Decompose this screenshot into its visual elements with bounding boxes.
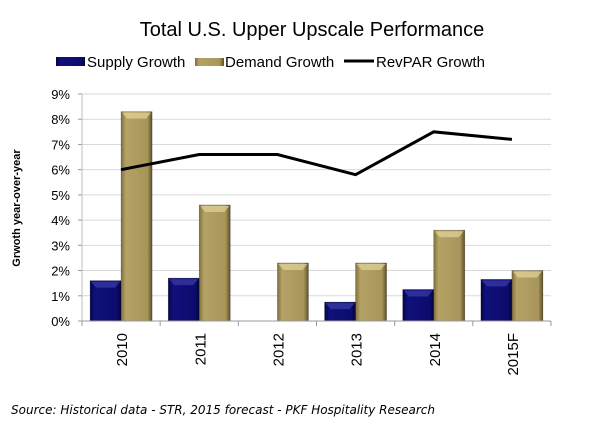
demand-bar-bevel — [434, 231, 464, 238]
supply-bar-2010 — [89, 280, 122, 322]
x-tick-label: 2013 — [349, 333, 366, 366]
supply-bar-bevel — [325, 303, 355, 310]
demand-bar-2011 — [198, 204, 231, 322]
chart-title: Total U.S. Upper Upscale Performance — [140, 19, 485, 41]
supply-bar-bevel — [169, 279, 199, 286]
demand-bar — [355, 262, 387, 322]
legend-label-revpar: RevPAR Growth — [376, 54, 485, 71]
demand-bar-2010 — [120, 111, 153, 322]
gridlines — [82, 93, 551, 297]
legend-label-demand: Demand Growth — [225, 54, 334, 71]
bars — [89, 111, 544, 322]
legend-swatch-supply — [56, 57, 85, 66]
supply-bar-bevel — [403, 290, 433, 297]
revpar-growth-line — [120, 130, 513, 177]
legend: Supply Growth Demand Growth RevPAR Growt… — [56, 54, 485, 71]
source-note: Source: Historical data - STR, 2015 fore… — [11, 403, 435, 417]
demand-bar-2013 — [355, 262, 387, 322]
demand-bar — [433, 229, 466, 322]
supply-bar-2015F — [480, 279, 513, 322]
supply-bar-2014 — [402, 289, 435, 322]
demand-bar-bevel — [512, 271, 542, 278]
legend-swatch-demand — [195, 58, 224, 66]
demand-bar — [511, 270, 544, 322]
y-tick-label: 7% — [51, 137, 70, 152]
y-axis-ticks: 0% 1% 2% 3% 4% 5% 6% 7% 8% 9% — [51, 87, 83, 329]
y-tick-label: 4% — [51, 213, 70, 228]
y-tick-label: 5% — [51, 188, 70, 203]
y-tick-label: 8% — [51, 112, 70, 127]
demand-bar-bevel — [122, 112, 152, 119]
demand-bar-2015F — [511, 270, 544, 322]
y-tick-label: 2% — [51, 264, 70, 279]
demand-bar-2014 — [433, 229, 466, 322]
demand-bar — [198, 204, 231, 322]
supply-bar-bevel — [481, 280, 511, 287]
x-tick-label: 2015F — [505, 333, 522, 376]
revpar-line — [120, 130, 513, 177]
supply-bar-bevel — [91, 281, 121, 288]
y-tick-label: 9% — [51, 87, 70, 102]
demand-bar — [120, 111, 153, 322]
demand-bar-bevel — [278, 263, 308, 270]
demand-bar-2012 — [277, 262, 309, 322]
x-tick-label: 2011 — [192, 333, 209, 365]
y-tick-label: 6% — [51, 163, 70, 178]
demand-bar-bevel — [200, 205, 230, 212]
y-tick-label: 3% — [51, 238, 70, 253]
y-tick-label: 0% — [51, 314, 70, 329]
supply-bar-2011 — [167, 277, 200, 322]
x-tick-label: 2010 — [114, 333, 131, 366]
y-axis-label: Grwoth year-over-year — [11, 149, 23, 267]
x-tick-label: 2012 — [270, 333, 287, 366]
legend-label-supply: Supply Growth — [87, 54, 185, 71]
demand-bar-bevel — [356, 263, 386, 270]
x-axis: 2010 2011 2012 2013 2014 2015F — [81, 320, 552, 376]
demand-bar — [277, 262, 309, 322]
y-tick-label: 1% — [51, 289, 70, 304]
x-tick-label: 2014 — [427, 333, 444, 366]
supply-bar-2013 — [324, 301, 356, 322]
